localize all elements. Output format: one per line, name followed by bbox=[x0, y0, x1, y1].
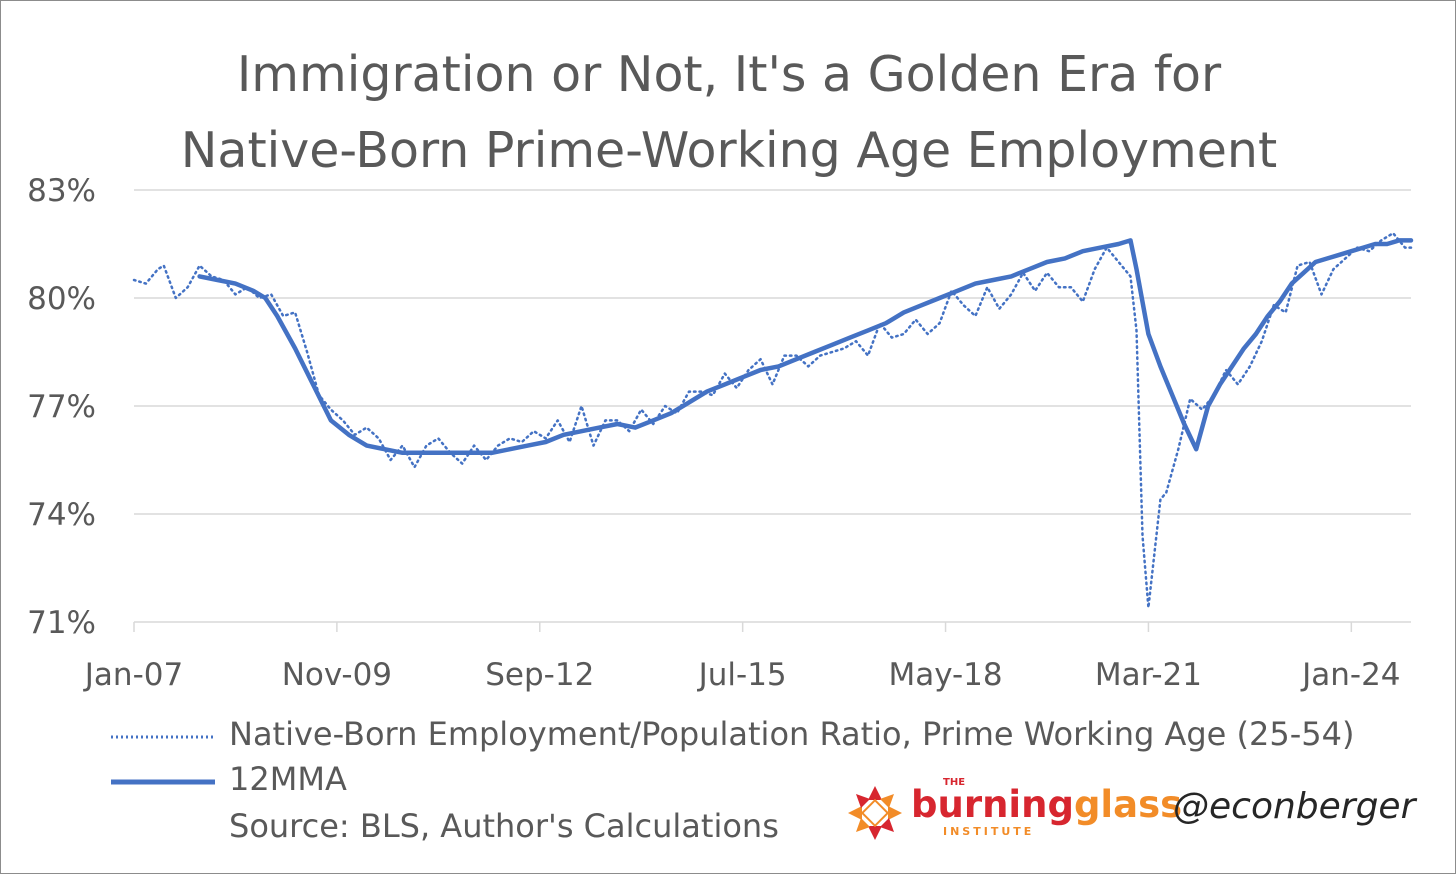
logo-glass: glass bbox=[1073, 783, 1183, 826]
x-tick-label-3: Jul-15 bbox=[697, 657, 787, 693]
legend-label-dotted: Native-Born Employment/Population Ratio,… bbox=[229, 715, 1355, 753]
x-tick-label-0: Jan-07 bbox=[83, 657, 183, 693]
x-tick-label-1: Nov-09 bbox=[282, 657, 392, 693]
x-tick-label-5: Mar-21 bbox=[1095, 657, 1202, 693]
x-tick-label-6: Jan-24 bbox=[1300, 657, 1400, 693]
y-tick-label-74: 74% bbox=[27, 497, 96, 533]
chart-title-line2: Native-Born Prime-Working Age Employment bbox=[180, 122, 1278, 179]
burning-glass-logo: THE burningglass INSTITUTE bbox=[847, 777, 1182, 843]
legend-label-solid: 12MMA bbox=[229, 760, 347, 798]
y-tick-label-80: 80% bbox=[27, 281, 96, 317]
author-handle: @econberger bbox=[1173, 786, 1416, 827]
logo-burning: burning bbox=[911, 783, 1074, 826]
x-tick-label-4: May-18 bbox=[888, 657, 1002, 693]
logo-institute-text: INSTITUTE bbox=[943, 825, 1035, 838]
chart-title-line1: Immigration or Not, It's a Golden Era fo… bbox=[236, 46, 1222, 103]
y-tick-label-77: 77% bbox=[27, 389, 96, 425]
x-tick-label-2: Sep-12 bbox=[485, 657, 594, 693]
series-line-12mma bbox=[197, 238, 1414, 456]
y-tick-label-83: 83% bbox=[27, 173, 96, 209]
y-tick-label-71: 71% bbox=[27, 605, 96, 641]
logo-the-text: THE bbox=[943, 777, 966, 788]
source-note: Source: BLS, Author's Calculations bbox=[229, 807, 779, 845]
burning-glass-emblem-icon bbox=[848, 786, 902, 840]
series-line-native-born-epop bbox=[132, 231, 1413, 609]
logo-wordmark: burningglass bbox=[911, 783, 1182, 826]
